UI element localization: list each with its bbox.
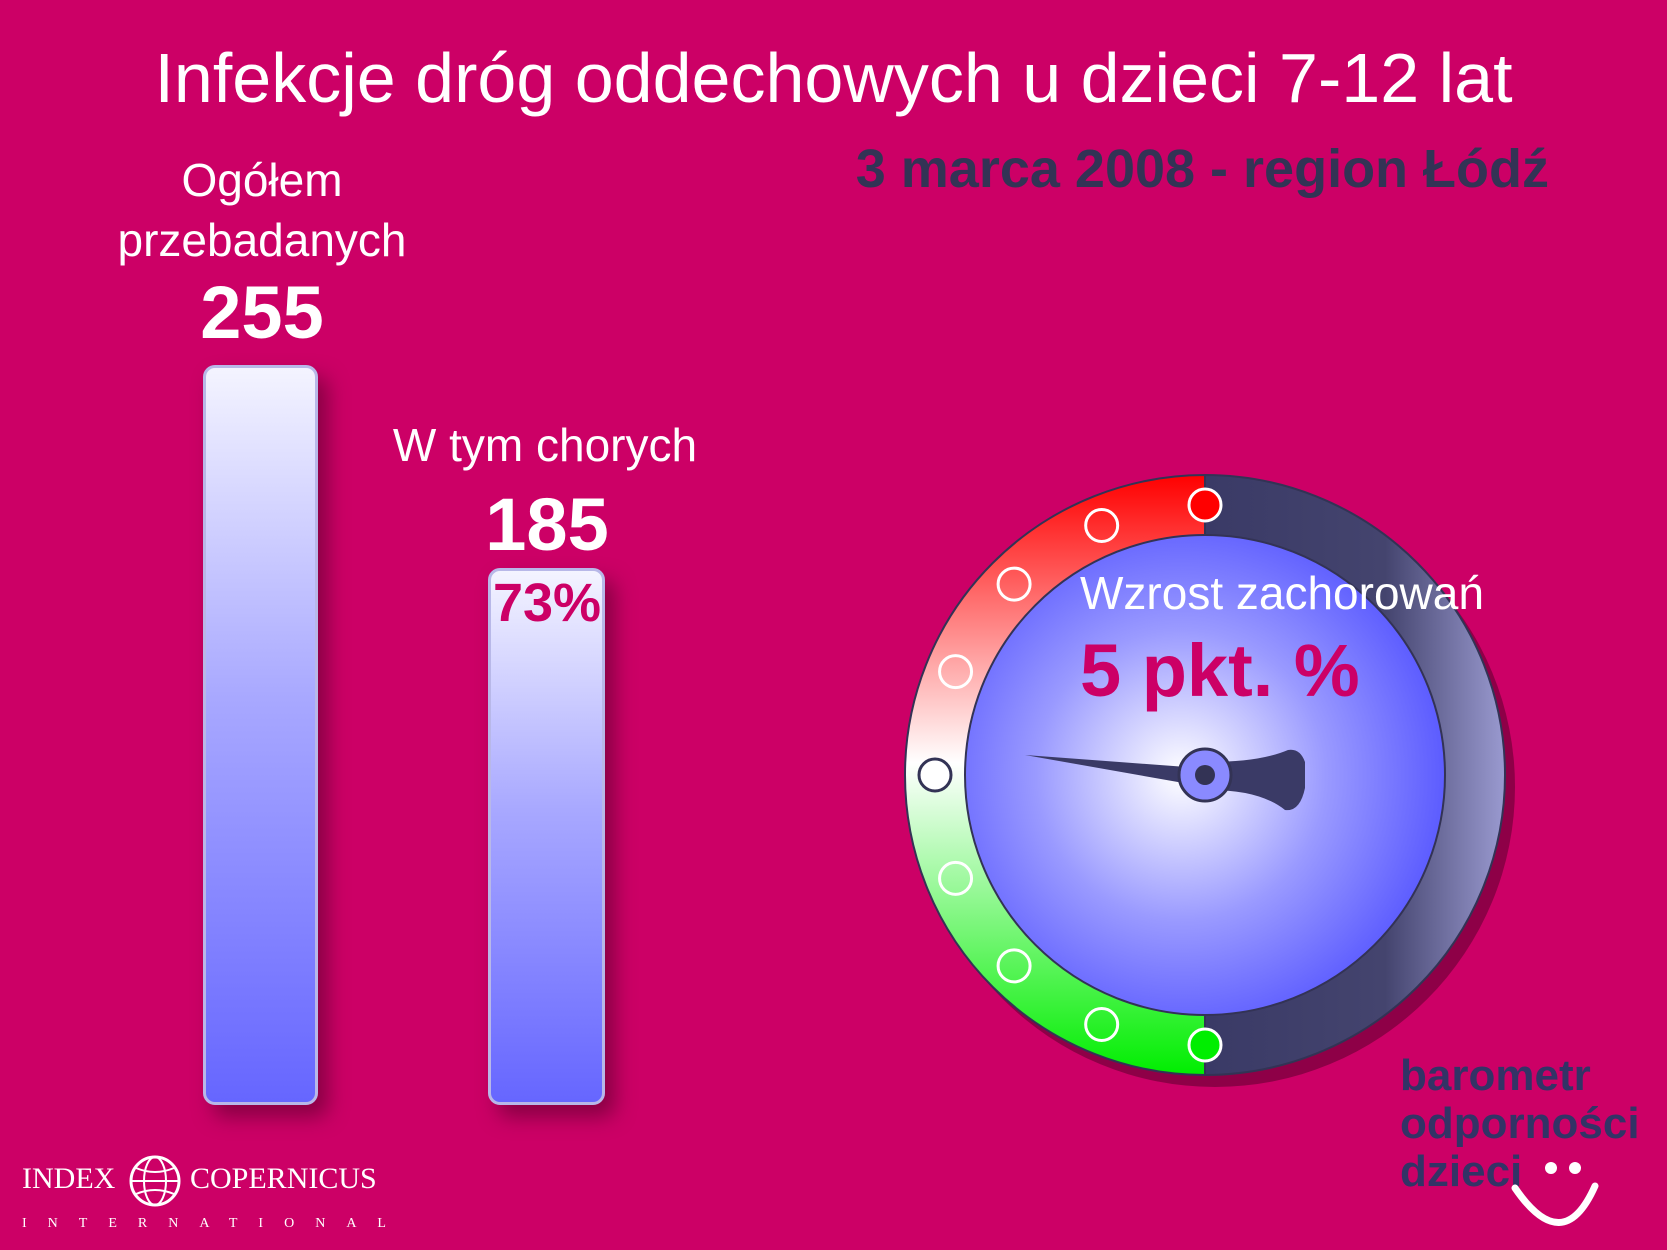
gauge-marker [996, 948, 1032, 984]
sick-value-label: 185 [485, 483, 609, 566]
gauge-needle-tail [1210, 749, 1305, 811]
total-label-line2: przebadanych [117, 214, 407, 266]
chart-subtitle: 3 marca 2008 - region Łódź [855, 139, 1549, 199]
total-value-label: 255 [200, 271, 324, 354]
gauge-marker [996, 566, 1032, 602]
gauge-marker [938, 654, 974, 690]
gauge-markers [917, 487, 1223, 1063]
total-label: Ogółem przebadanych [62, 150, 462, 270]
logo-left-word: INDEX [22, 1162, 116, 1195]
sick-percent-label: 73% [492, 573, 602, 634]
brand-text: barometr odporności dzieci [1400, 1052, 1640, 1196]
gauge-label: Wzrost zachorowań [1080, 567, 1484, 619]
gauge [904, 473, 1515, 1087]
gauge-marker [1187, 487, 1223, 523]
brand-line1: barometr [1400, 1051, 1591, 1100]
gauge-marker [1187, 1027, 1223, 1063]
logo-right-word: COPERNICUS [190, 1162, 377, 1195]
logo-subtitle: INTERNATIONAL [22, 1216, 407, 1231]
gauge-marker [1084, 508, 1120, 544]
globe-icon [129, 1155, 181, 1207]
gauge-marker [938, 860, 974, 896]
chart-title: Infekcje dróg oddechowych u dzieci 7-12 … [154, 39, 1513, 117]
sick-label: W tym chorych [392, 419, 698, 471]
gauge-needle [1025, 755, 1212, 788]
gauge-marker [917, 757, 953, 793]
smiley-icon [1511, 1162, 1599, 1226]
brand-line3: dzieci [1400, 1147, 1523, 1196]
total-label-line1: Ogółem [181, 154, 343, 206]
gauge-hub-center [1195, 765, 1215, 785]
brand-line2: odporności [1400, 1099, 1640, 1148]
gauge-marker [1084, 1006, 1120, 1042]
bar-total [203, 365, 318, 1105]
gauge-value: 5 pkt. % [1080, 629, 1360, 712]
bar-sick [488, 568, 605, 1105]
